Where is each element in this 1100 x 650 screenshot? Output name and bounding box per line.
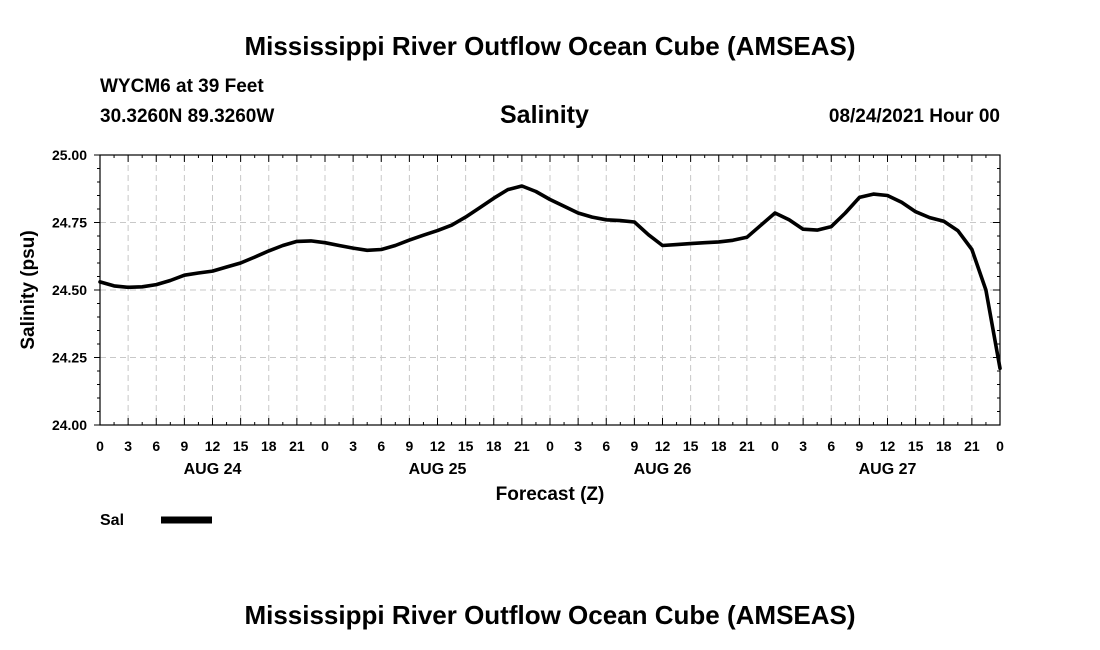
- x-tick-label: 3: [124, 438, 132, 454]
- x-tick-label: 12: [655, 438, 671, 454]
- x-tick-label: 12: [430, 438, 446, 454]
- chart-title-bottom: Mississippi River Outflow Ocean Cube (AM…: [244, 600, 856, 630]
- x-tick-label: 18: [936, 438, 952, 454]
- legend-label: Sal: [100, 512, 124, 529]
- x-tick-label: 15: [458, 438, 474, 454]
- series-line-sal: [98, 184, 1002, 371]
- x-tick-label: 6: [377, 438, 385, 454]
- x-tick-label: 15: [908, 438, 924, 454]
- chart-title-top: Mississippi River Outflow Ocean Cube (AM…: [244, 31, 856, 61]
- chart-subtitle: Salinity: [500, 101, 589, 129]
- x-tick-label: 0: [771, 438, 779, 454]
- x-tick-label: 21: [964, 438, 980, 454]
- x-tick-label: 21: [739, 438, 755, 454]
- x-tick-label: 3: [349, 438, 357, 454]
- x-tick-label: 9: [180, 438, 188, 454]
- x-tick-label: 21: [289, 438, 305, 454]
- x-tick-label: 12: [205, 438, 221, 454]
- y-tick-label: 24.00: [52, 417, 87, 433]
- x-tick-label: 18: [486, 438, 502, 454]
- date-label: AUG 26: [634, 461, 692, 478]
- x-tick-label: 0: [321, 438, 329, 454]
- x-tick-label: 6: [602, 438, 610, 454]
- forecast-datetime: 08/24/2021 Hour 00: [828, 106, 1000, 127]
- x-tick-label: 6: [152, 438, 160, 454]
- series-layer: [98, 184, 1002, 371]
- x-tick-label: 0: [96, 438, 104, 454]
- axis-labels: 0 3 6 9 12 15 18 21 0 3 6 9 12 15 18 21 0 3 6 9 12 15 18 21 0 3 6 9…: [52, 147, 1004, 478]
- x-tick-label: 21: [514, 438, 530, 454]
- x-tick-label: 15: [683, 438, 699, 454]
- x-tick-label: 9: [405, 438, 413, 454]
- x-tick-label: 3: [799, 438, 807, 454]
- x-tick-label: 9: [630, 438, 638, 454]
- y-tick-label: 25.00: [52, 147, 87, 163]
- date-label: AUG 24: [184, 461, 242, 478]
- x-tick-label: 6: [827, 438, 835, 454]
- coordinates-label: 30.3260N 89.3260W: [100, 106, 275, 127]
- plot-frame: [99, 154, 1001, 426]
- x-tick-label: 18: [711, 438, 727, 454]
- x-tick-label: 0: [546, 438, 554, 454]
- y-tick-label: 24.50: [52, 282, 87, 298]
- date-label: AUG 27: [859, 461, 917, 478]
- station-label: WYCM6 at 39 Feet: [100, 76, 264, 97]
- date-label: AUG 25: [409, 461, 467, 478]
- x-tick-label: 12: [880, 438, 896, 454]
- x-tick-label: 15: [233, 438, 249, 454]
- y-tick-label: 24.75: [52, 215, 87, 231]
- x-axis-title: Forecast (Z): [496, 484, 605, 505]
- y-axis-title: Salinity (psu): [18, 230, 39, 349]
- y-tick-label: 24.25: [52, 350, 87, 366]
- x-tick-label: 0: [996, 438, 1004, 454]
- x-tick-label: 18: [261, 438, 277, 454]
- legend: Sal: [100, 512, 212, 529]
- grid-lines: [100, 155, 1000, 425]
- x-tick-label: 3: [574, 438, 582, 454]
- x-tick-label: 9: [855, 438, 863, 454]
